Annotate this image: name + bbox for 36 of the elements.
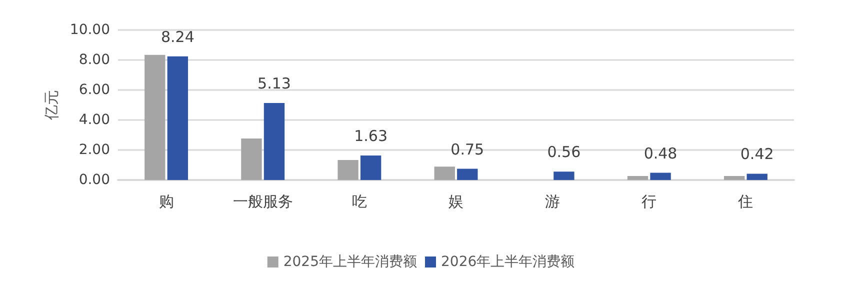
x-tick-label: 购 (158, 192, 174, 210)
bar (627, 176, 648, 180)
y-axis-title: 亿元 (42, 90, 61, 121)
bar (724, 176, 745, 180)
x-tick-label: 游 (545, 192, 560, 210)
bar (360, 156, 382, 180)
bar (338, 160, 358, 180)
y-tick-label: 4.00 (78, 112, 110, 128)
x-tick-label: 吃 (352, 192, 367, 210)
data-label: 1.63 (354, 127, 388, 146)
x-tick-label: 娱 (448, 192, 464, 210)
bar (746, 174, 768, 180)
x-tick-label: 行 (642, 192, 657, 210)
y-tick-label: 6.00 (78, 82, 110, 98)
bar (144, 54, 166, 180)
data-label: 5.13 (258, 74, 291, 93)
data-label: 0.42 (740, 145, 774, 164)
y-tick-label: 0.00 (78, 172, 110, 188)
bar (457, 168, 478, 180)
legend-label: 2026年上半年消费额 (441, 254, 575, 270)
data-label: 0.48 (644, 144, 678, 162)
bar (434, 166, 455, 180)
y-tick-label: 8.00 (78, 52, 110, 68)
bar (650, 172, 671, 180)
bar (167, 56, 188, 180)
bar (241, 138, 262, 180)
x-tick-label: 住 (737, 192, 754, 210)
bar (554, 172, 574, 180)
x-tick-label: 一般服务 (232, 192, 293, 210)
data-label: 0.75 (450, 140, 484, 158)
data-label: 8.24 (160, 28, 194, 46)
legend-label: 2025年上半年消费额 (283, 254, 418, 270)
bar (264, 103, 285, 180)
y-tick-label: 10.00 (70, 22, 110, 38)
data-label: 0.56 (547, 143, 581, 162)
y-tick-label: 2.00 (78, 142, 110, 158)
